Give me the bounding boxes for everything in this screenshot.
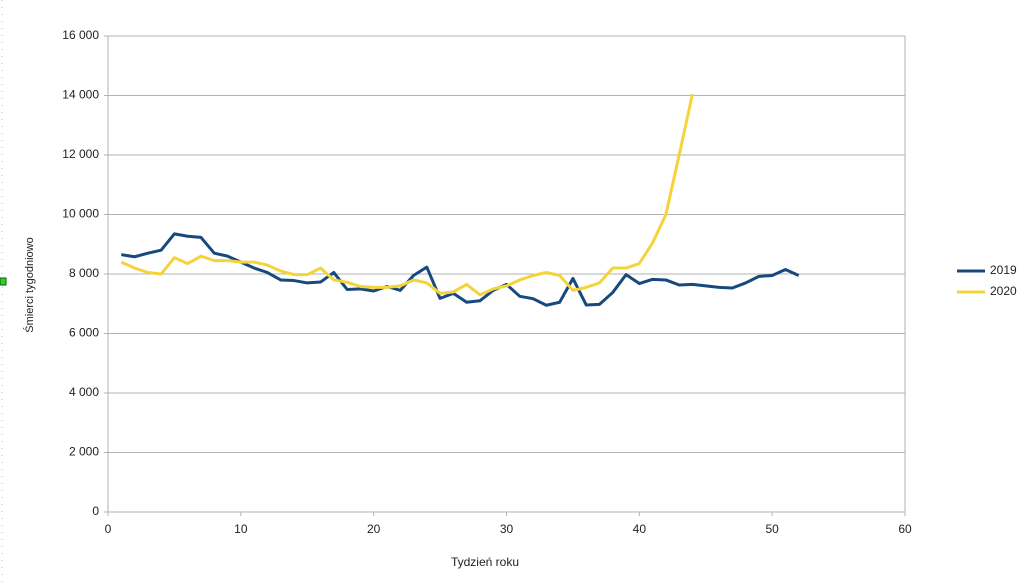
x-tick-label: 0: [105, 522, 112, 536]
y-tick-label: 4 000: [69, 385, 99, 399]
y-tick-label: 2 000: [69, 445, 99, 459]
x-tick-label: 50: [765, 522, 779, 536]
x-axis-title: Tydzień roku: [451, 555, 519, 569]
y-tick-label: 12 000: [62, 147, 99, 161]
x-tick-label: 30: [500, 522, 514, 536]
y-axis-title: Śmierci tygodniowo: [23, 237, 36, 332]
y-tick-label: 0: [92, 504, 99, 518]
series-line: [121, 232, 800, 307]
legend-label: 2020: [990, 284, 1017, 298]
y-tick-label: 8 000: [69, 266, 99, 280]
x-tick-label: 10: [234, 522, 248, 536]
legend-label: 2019: [990, 263, 1017, 277]
y-tick-label: 10 000: [62, 207, 99, 221]
y-tick-label: 14 000: [62, 88, 99, 102]
y-tick-label: 6 000: [69, 326, 99, 340]
series-line: [120, 93, 694, 297]
x-tick-label: 40: [633, 522, 647, 536]
y-tick-label: 16 000: [62, 28, 99, 42]
x-tick-label: 60: [898, 522, 912, 536]
handle: [0, 277, 7, 286]
x-tick-label: 20: [367, 522, 381, 536]
